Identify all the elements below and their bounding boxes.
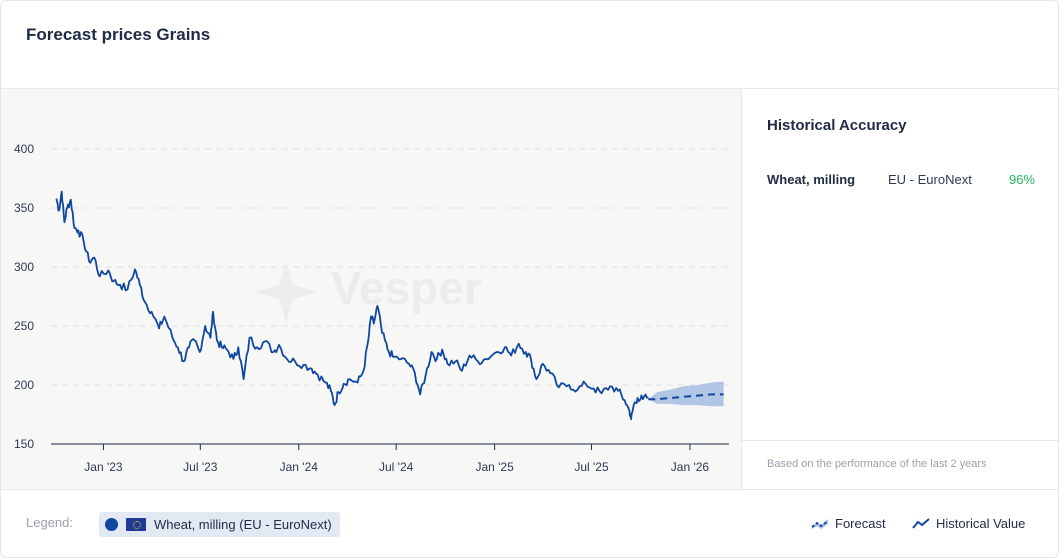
accuracy-commodity: Wheat, milling: [767, 172, 856, 187]
legend-historical: Historical Value: [912, 516, 1025, 531]
legend-bar: Legend: Wheat, milling (EU - EuroNext) F…: [1, 489, 1058, 557]
series-color-dot: [105, 518, 118, 531]
x-tick-label: Jan '25: [475, 460, 514, 474]
legend-historical-label: Historical Value: [936, 516, 1026, 531]
y-tick-label: 300: [14, 260, 34, 274]
x-tick-label: Jul '25: [574, 460, 609, 474]
historical-series-line: [55, 190, 649, 421]
legend-forecast-label: Forecast: [835, 516, 886, 531]
x-tick-label: Jan '26: [671, 460, 710, 474]
price-chart[interactable]: 150 200 250 300 350 400 Vesper Jan '23 Jul '23 Ja…: [1, 89, 742, 489]
accuracy-market: EU - EuroNext: [888, 172, 972, 187]
y-tick-label: 400: [14, 142, 34, 156]
y-tick-label: 250: [14, 319, 34, 333]
forecast-icon: [811, 518, 829, 529]
eu-flag-icon: [126, 518, 146, 531]
historical-line-icon: [912, 517, 930, 529]
y-tick-label: 350: [14, 201, 34, 215]
forecast-band: [648, 381, 724, 407]
accuracy-title: Historical Accuracy: [767, 117, 907, 134]
watermark-logo: [255, 261, 317, 323]
y-tick-label: 200: [14, 378, 34, 392]
accuracy-row: Wheat, milling EU - EuroNext 96%: [767, 172, 1035, 192]
legend-item-wheat[interactable]: Wheat, milling (EU - EuroNext): [99, 512, 340, 537]
chart-area: 150 200 250 300 350 400 Vesper Jan '23 Jul '23 Ja…: [1, 89, 742, 489]
card-title: Forecast prices Grains: [26, 25, 211, 44]
watermark-text: Vesper: [331, 262, 482, 314]
x-tick-label: Jan '24: [280, 460, 319, 474]
legend-label: Legend:: [26, 515, 73, 530]
accuracy-panel: Historical Accuracy Wheat, milling EU - …: [742, 89, 1058, 489]
x-tick-label: Jul '24: [379, 460, 414, 474]
accuracy-divider: [742, 440, 1058, 441]
accuracy-note: Based on the performance of the last 2 y…: [767, 458, 987, 470]
x-tick-label: Jul '23: [183, 460, 218, 474]
legend-forecast: Forecast: [811, 516, 886, 531]
y-tick-label: 150: [14, 437, 34, 451]
legend-item-label: Wheat, milling (EU - EuroNext): [154, 517, 332, 532]
card-header: Forecast prices Grains: [1, 1, 1058, 89]
accuracy-value: 96%: [1008, 172, 1035, 187]
forecast-series-line: [648, 393, 724, 401]
x-tick-label: Jan '23: [84, 460, 123, 474]
